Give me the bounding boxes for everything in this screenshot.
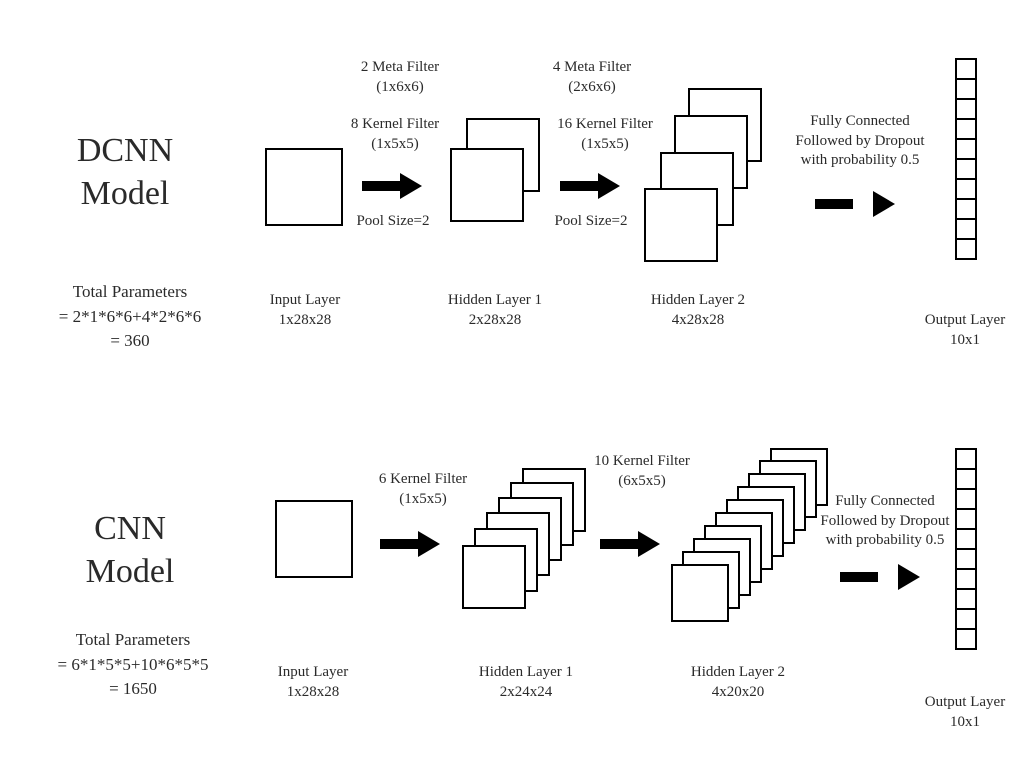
cnn-out-cell [955,488,977,510]
cnn-arrow-1 [380,535,440,553]
dcnn-pool1: Pool Size=2 [338,212,448,232]
cnn-out-cell [955,528,977,550]
cnn-arrow-2 [600,535,660,553]
cnn-fc: Fully Connected Followed by Dropout with… [800,492,970,551]
dcnn-arrow-1 [362,177,422,195]
dcnn-params: Total Parameters = 2*1*6*6+4*2*6*6 = 360 [30,280,230,354]
cnn-h2-sq [671,564,729,622]
dcnn-filter2-meta: 4 Meta Filter (2x6x6) [532,58,652,97]
dcnn-out-cell [955,178,977,200]
dcnn-out-cell [955,118,977,140]
dcnn-out-caption: Output Layer 10x1 [905,310,1024,351]
cnn-filter2: 10 Kernel Filter (6x5x5) [572,452,712,491]
dcnn-fc: Fully Connected Followed by Dropout with… [775,112,945,171]
diagram-root: DCNN Model Total Parameters = 2*1*6*6+4*… [0,0,1024,768]
cnn-out-cell [955,608,977,630]
dcnn-out-cell [955,138,977,160]
dcnn-out-cell [955,78,977,100]
dcnn-params-1: Total Parameters [73,282,187,301]
cnn-out-cell [955,628,977,650]
dcnn-filter2-kernel: 16 Kernel Filter (1x5x5) [540,115,670,154]
dcnn-h1-sq1 [450,148,524,222]
dcnn-pool2: Pool Size=2 [536,212,646,232]
dcnn-title-2: Model [81,175,170,212]
dcnn-title-1: DCNN [77,132,173,169]
dcnn-input-caption: Input Layer 1x28x28 [250,290,360,331]
dcnn-h1-caption: Hidden Layer 1 2x28x28 [430,290,560,331]
cnn-h1-caption: Hidden Layer 1 2x24x24 [456,662,596,703]
dcnn-section: DCNN Model Total Parameters = 2*1*6*6+4*… [0,0,1024,380]
cnn-arrow-3 [840,568,920,586]
cnn-h1-sq [462,545,526,609]
cnn-section: CNN Model Total Parameters = 6*1*5*5+10*… [0,400,1024,770]
cnn-out-cell [955,448,977,470]
dcnn-out-cell [955,238,977,260]
dcnn-out-cell [955,158,977,180]
dcnn-out-cell [955,98,977,120]
cnn-input-caption: Input Layer 1x28x28 [258,662,368,703]
dcnn-title: DCNN Model [40,130,210,215]
dcnn-filter1-meta: 2 Meta Filter (1x6x6) [340,58,460,97]
dcnn-arrow-3 [815,195,895,213]
dcnn-out-cell [955,198,977,220]
cnn-out-cell [955,568,977,590]
cnn-input-square [275,500,353,578]
cnn-out-cell [955,468,977,490]
cnn-out-cell [955,588,977,610]
dcnn-params-2: = 2*1*6*6+4*2*6*6 [59,307,201,326]
dcnn-out-cell [955,58,977,80]
dcnn-input-square [265,148,343,226]
dcnn-filter1-kernel: 8 Kernel Filter (1x5x5) [330,115,460,154]
cnn-h2-caption: Hidden Layer 2 4x20x20 [668,662,808,703]
cnn-title: CNN Model [50,508,210,593]
dcnn-params-3: = 360 [110,331,149,350]
dcnn-arrow-2 [560,177,620,195]
cnn-out-cell [955,508,977,530]
cnn-out-caption: Output Layer 10x1 [905,692,1024,733]
dcnn-out-cell [955,218,977,240]
dcnn-h2-sq1 [644,188,718,262]
cnn-params: Total Parameters = 6*1*5*5+10*6*5*5 = 16… [28,628,238,702]
cnn-out-cell [955,548,977,570]
dcnn-output-col [955,58,977,258]
cnn-output-col [955,448,977,648]
cnn-filter1: 6 Kernel Filter (1x5x5) [358,470,488,509]
dcnn-h2-caption: Hidden Layer 2 4x28x28 [628,290,768,331]
